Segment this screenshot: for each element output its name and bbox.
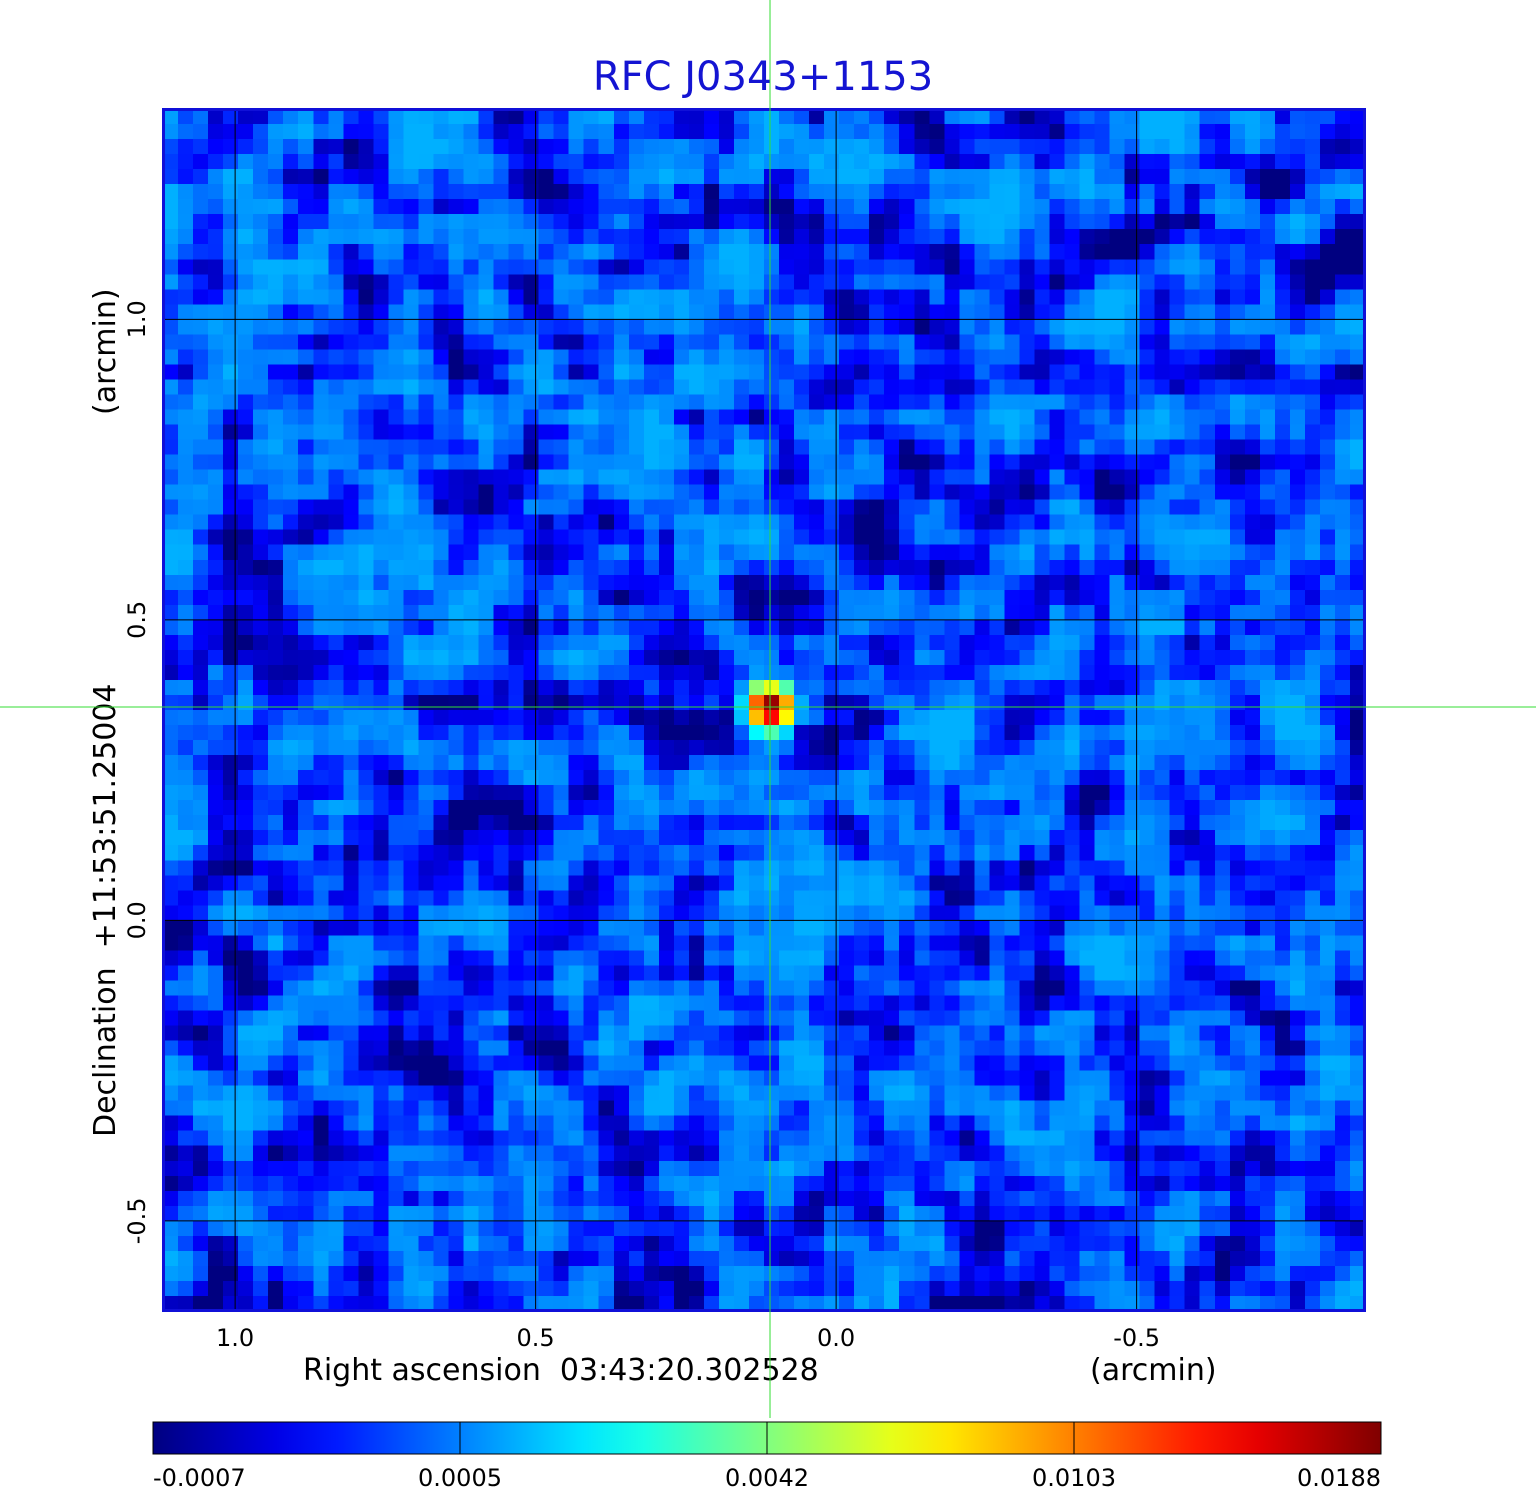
x-tick-labels: 1.0 0.5 0.0 -0.5 bbox=[216, 1324, 1160, 1352]
image-pixels bbox=[163, 109, 1365, 1311]
y-axis-unit: (arcmin) bbox=[88, 288, 123, 415]
colorbar bbox=[152, 1421, 1382, 1455]
colorbar-tick-label: -0.0007 bbox=[153, 1464, 246, 1492]
plot-frame bbox=[162, 108, 1366, 1312]
image-map bbox=[163, 109, 1365, 1311]
x-tick-label: 0.5 bbox=[517, 1324, 555, 1352]
colorbar-tick-label: 0.0103 bbox=[1032, 1464, 1116, 1492]
x-tick-label: -0.5 bbox=[1113, 1324, 1160, 1352]
y-axis-label: Declination +11:53:51.25004 bbox=[88, 683, 123, 1137]
coordinate-grid bbox=[163, 109, 1365, 1311]
y-tick-labels: -0.5 0.0 0.5 1.0 bbox=[123, 300, 151, 1244]
y-tick-label: 1.0 bbox=[123, 300, 151, 338]
source-crosshair bbox=[0, 0, 1536, 1418]
y-tick-label: 0.5 bbox=[123, 601, 151, 639]
x-tick-label: 1.0 bbox=[216, 1324, 254, 1352]
x-axis-label: Right ascension 03:43:20.302528 bbox=[303, 1353, 819, 1388]
colorbar-tick-labels: -0.0007 0.0005 0.0042 0.0103 0.0188 bbox=[153, 1464, 1381, 1492]
x-tick-label: 0.0 bbox=[817, 1324, 855, 1352]
colorbar-tick-label: 0.0005 bbox=[418, 1464, 502, 1492]
colorbar-tick-label: 0.0188 bbox=[1297, 1464, 1381, 1492]
y-tick-label: 0.0 bbox=[123, 901, 151, 939]
colorbar-tick-label: 0.0042 bbox=[725, 1464, 809, 1492]
y-tick-label: -0.5 bbox=[123, 1197, 151, 1244]
x-axis-unit: (arcmin) bbox=[1090, 1353, 1217, 1388]
chart-title: RFC J0343+1153 bbox=[593, 54, 933, 100]
